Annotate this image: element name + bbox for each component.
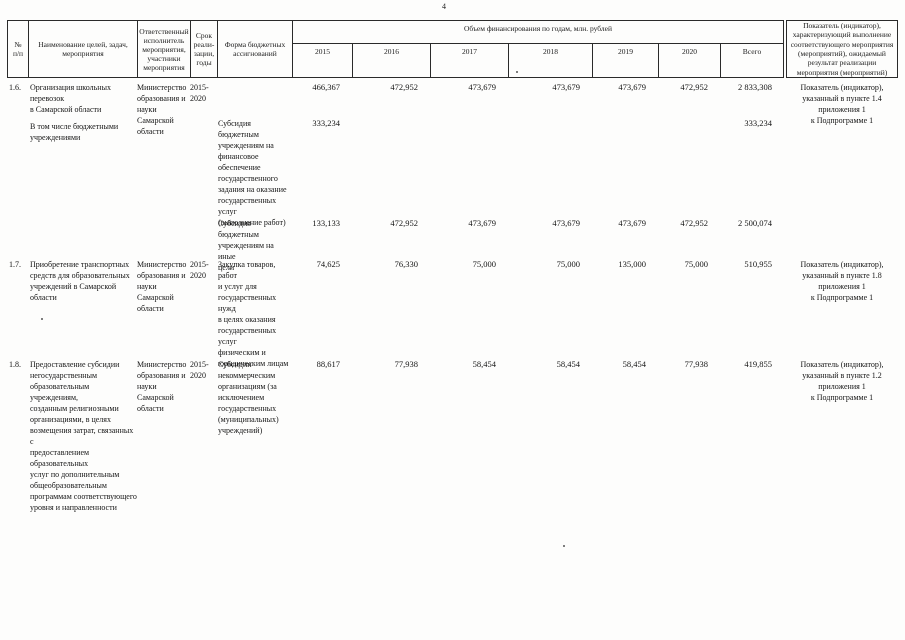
- row-1-6a-value-total: 333,234: [744, 118, 772, 128]
- row-1-6-executor: Министерство образования и науки Самарск…: [137, 83, 187, 136]
- row-1-8-value-2016: 77,938: [394, 359, 418, 369]
- row-1-7-period: 2015- 2020: [190, 260, 209, 280]
- row-1-8-form: Субсидии некоммерческим организациям (за…: [218, 360, 279, 435]
- row-1-6b-value-2019: 473,679: [618, 218, 646, 228]
- row-1-6-name: Организация школьных перевозок в Самарск…: [30, 83, 111, 114]
- row-1-8-value-2020: 77,938: [684, 359, 708, 369]
- row-1-8-value-2015: 88,617: [316, 359, 340, 369]
- row-1-7-executor: Министерство образования и науки Самарск…: [137, 260, 187, 313]
- row-1-7-value-2016: 76,330: [394, 259, 418, 269]
- row-1-8-value-2019: 58,454: [622, 359, 646, 369]
- row-1-6-value-2016: 472,952: [390, 82, 418, 92]
- row-1-8-executor: Министерство образования и науки Самарск…: [137, 360, 187, 413]
- row-1-6-value-2019: 473,679: [618, 82, 646, 92]
- scan-speck: [516, 71, 518, 73]
- row-1-7-value-2017: 75,000: [472, 259, 496, 269]
- row-1-7-form: Закупка товаров, работ и услуг для госуд…: [218, 260, 289, 368]
- page-number: 4: [442, 2, 446, 11]
- scan-speck: [563, 545, 565, 547]
- row-1-7-num: 1.7.: [9, 260, 21, 269]
- row-1-8-indicator: Показатель (индикатор), указанный в пунк…: [800, 360, 884, 402]
- header-cell-total: Всего: [720, 43, 784, 78]
- header-cell-indicator: Показатель (индикатор), характеризующий …: [786, 20, 898, 78]
- row-1-7-value-2015: 74,625: [316, 259, 340, 269]
- row-1-6b-value-2017: 473,679: [468, 218, 496, 228]
- row-1-8-value-2017: 58,454: [472, 359, 496, 369]
- row-1-7-value-2020: 75,000: [684, 259, 708, 269]
- row-1-8-num: 1.8.: [9, 360, 21, 369]
- row-1-6b-value-2020: 472,952: [680, 218, 708, 228]
- row-1-6a-name: В том числе бюджетными учреждениями: [30, 122, 119, 142]
- row-1-6a-value-2015: 333,234: [312, 118, 340, 128]
- row-1-6-indicator: Показатель (индикатор), указанный в пунк…: [800, 83, 884, 125]
- header-cell-volume-title: Объем финансирования по годам, млн. рубл…: [292, 20, 784, 44]
- header-cell-year-2016: 2016: [352, 43, 431, 78]
- scan-speck: [41, 318, 43, 320]
- row-1-6a-form: Субсидия бюджетным учреждениям на финанс…: [218, 119, 287, 227]
- header-cell-executor: Ответственный исполнитель мероприятия, у…: [137, 20, 191, 78]
- row-1-6-period: 2015- 2020: [190, 83, 209, 103]
- row-1-7-value-2018: 75,000: [556, 259, 580, 269]
- header-cell-form: Форма бюджетных ассигнований: [217, 20, 293, 78]
- row-1-7-name: Приобретение транспортных средств для об…: [30, 260, 130, 302]
- row-1-6-value-2020: 472,952: [680, 82, 708, 92]
- row-1-6-value-total: 2 833,308: [738, 82, 772, 92]
- row-1-8-value-2018: 58,454: [556, 359, 580, 369]
- header-cell-num: № п/п: [7, 20, 29, 78]
- row-1-7-value-total: 510,955: [744, 259, 772, 269]
- row-1-6-value-2015: 466,367: [312, 82, 340, 92]
- row-1-6-num: 1.6.: [9, 83, 21, 92]
- header-cell-period: Срок реали- зации, годы: [190, 20, 218, 78]
- header-cell-year-2018: 2018: [508, 43, 593, 78]
- row-1-6b-value-2015: 133,133: [312, 218, 340, 228]
- row-1-8-name: Предоставление субсидии негосударственны…: [30, 360, 137, 512]
- header-cell-name: Наименование целей, задач, мероприятия: [28, 20, 138, 78]
- row-1-8-period: 2015- 2020: [190, 360, 209, 380]
- row-1-7-indicator: Показатель (индикатор), указанный в пунк…: [800, 260, 884, 302]
- row-1-6-value-2017: 473,679: [468, 82, 496, 92]
- header-cell-year-2020: 2020: [658, 43, 721, 78]
- header-cell-year-2017: 2017: [430, 43, 509, 78]
- row-1-6b-form: Субсидия бюджетным учреждениям на иные ц…: [218, 219, 274, 272]
- row-1-6-value-2018: 473,679: [552, 82, 580, 92]
- row-1-8-value-total: 419,855: [744, 359, 772, 369]
- header-cell-year-2019: 2019: [592, 43, 659, 78]
- row-1-7-value-2019: 135,000: [618, 259, 646, 269]
- row-1-6b-value-total: 2 500,074: [738, 218, 772, 228]
- header-cell-year-2015: 2015: [292, 43, 353, 78]
- row-1-6b-value-2018: 473,679: [552, 218, 580, 228]
- row-1-6b-value-2016: 472,952: [390, 218, 418, 228]
